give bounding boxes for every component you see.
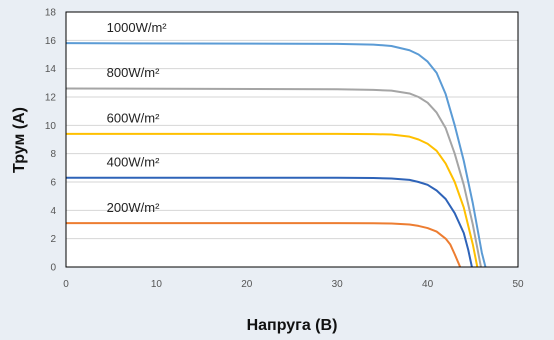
series-label: 600W/m²: [107, 111, 160, 126]
y-tick-label: 6: [50, 178, 56, 189]
y-tick-label: 14: [45, 64, 57, 75]
x-tick-label: 50: [512, 279, 524, 290]
series-label: 200W/m²: [107, 200, 160, 215]
x-tick-label: 10: [151, 279, 163, 290]
y-axis-title: Трум (А): [11, 107, 28, 173]
y-tick-label: 2: [50, 234, 56, 245]
series-label: 800W/m²: [107, 65, 160, 80]
y-tick-label: 18: [45, 8, 57, 19]
series-label: 400W/m²: [107, 154, 160, 169]
x-axis-title: Напруга (В): [247, 317, 338, 334]
x-tick-label: 40: [422, 279, 434, 290]
x-tick-labels: 0 10 20 30 40 50: [63, 279, 524, 290]
y-tick-label: 16: [45, 36, 57, 47]
plot-area: [66, 12, 518, 267]
x-tick-label: 30: [332, 279, 344, 290]
y-tick-labels: 0 2 4 6 8 10 12 14 16 18: [45, 8, 57, 274]
y-tick-label: 10: [45, 121, 57, 132]
series-label: 1000W/m²: [107, 20, 168, 35]
series-line-2: [66, 132, 479, 268]
plot-frame: [65, 11, 519, 268]
series-line-1: [65, 87, 482, 268]
y-tick-label: 0: [50, 263, 56, 274]
series-line-3: [66, 176, 473, 268]
grid-lines: [66, 39, 518, 240]
series-line-0: [65, 42, 487, 268]
series-labels: 1000W/m² 800W/m² 600W/m² 400W/m² 200W/m²: [107, 20, 168, 215]
series-line-4: [66, 222, 462, 268]
x-tick-label: 0: [63, 279, 69, 290]
y-tick-label: 12: [45, 93, 57, 104]
y-tick-label: 4: [50, 206, 56, 217]
x-tick-label: 20: [241, 279, 253, 290]
series-lines: [65, 42, 487, 268]
y-tick-label: 8: [50, 149, 56, 160]
